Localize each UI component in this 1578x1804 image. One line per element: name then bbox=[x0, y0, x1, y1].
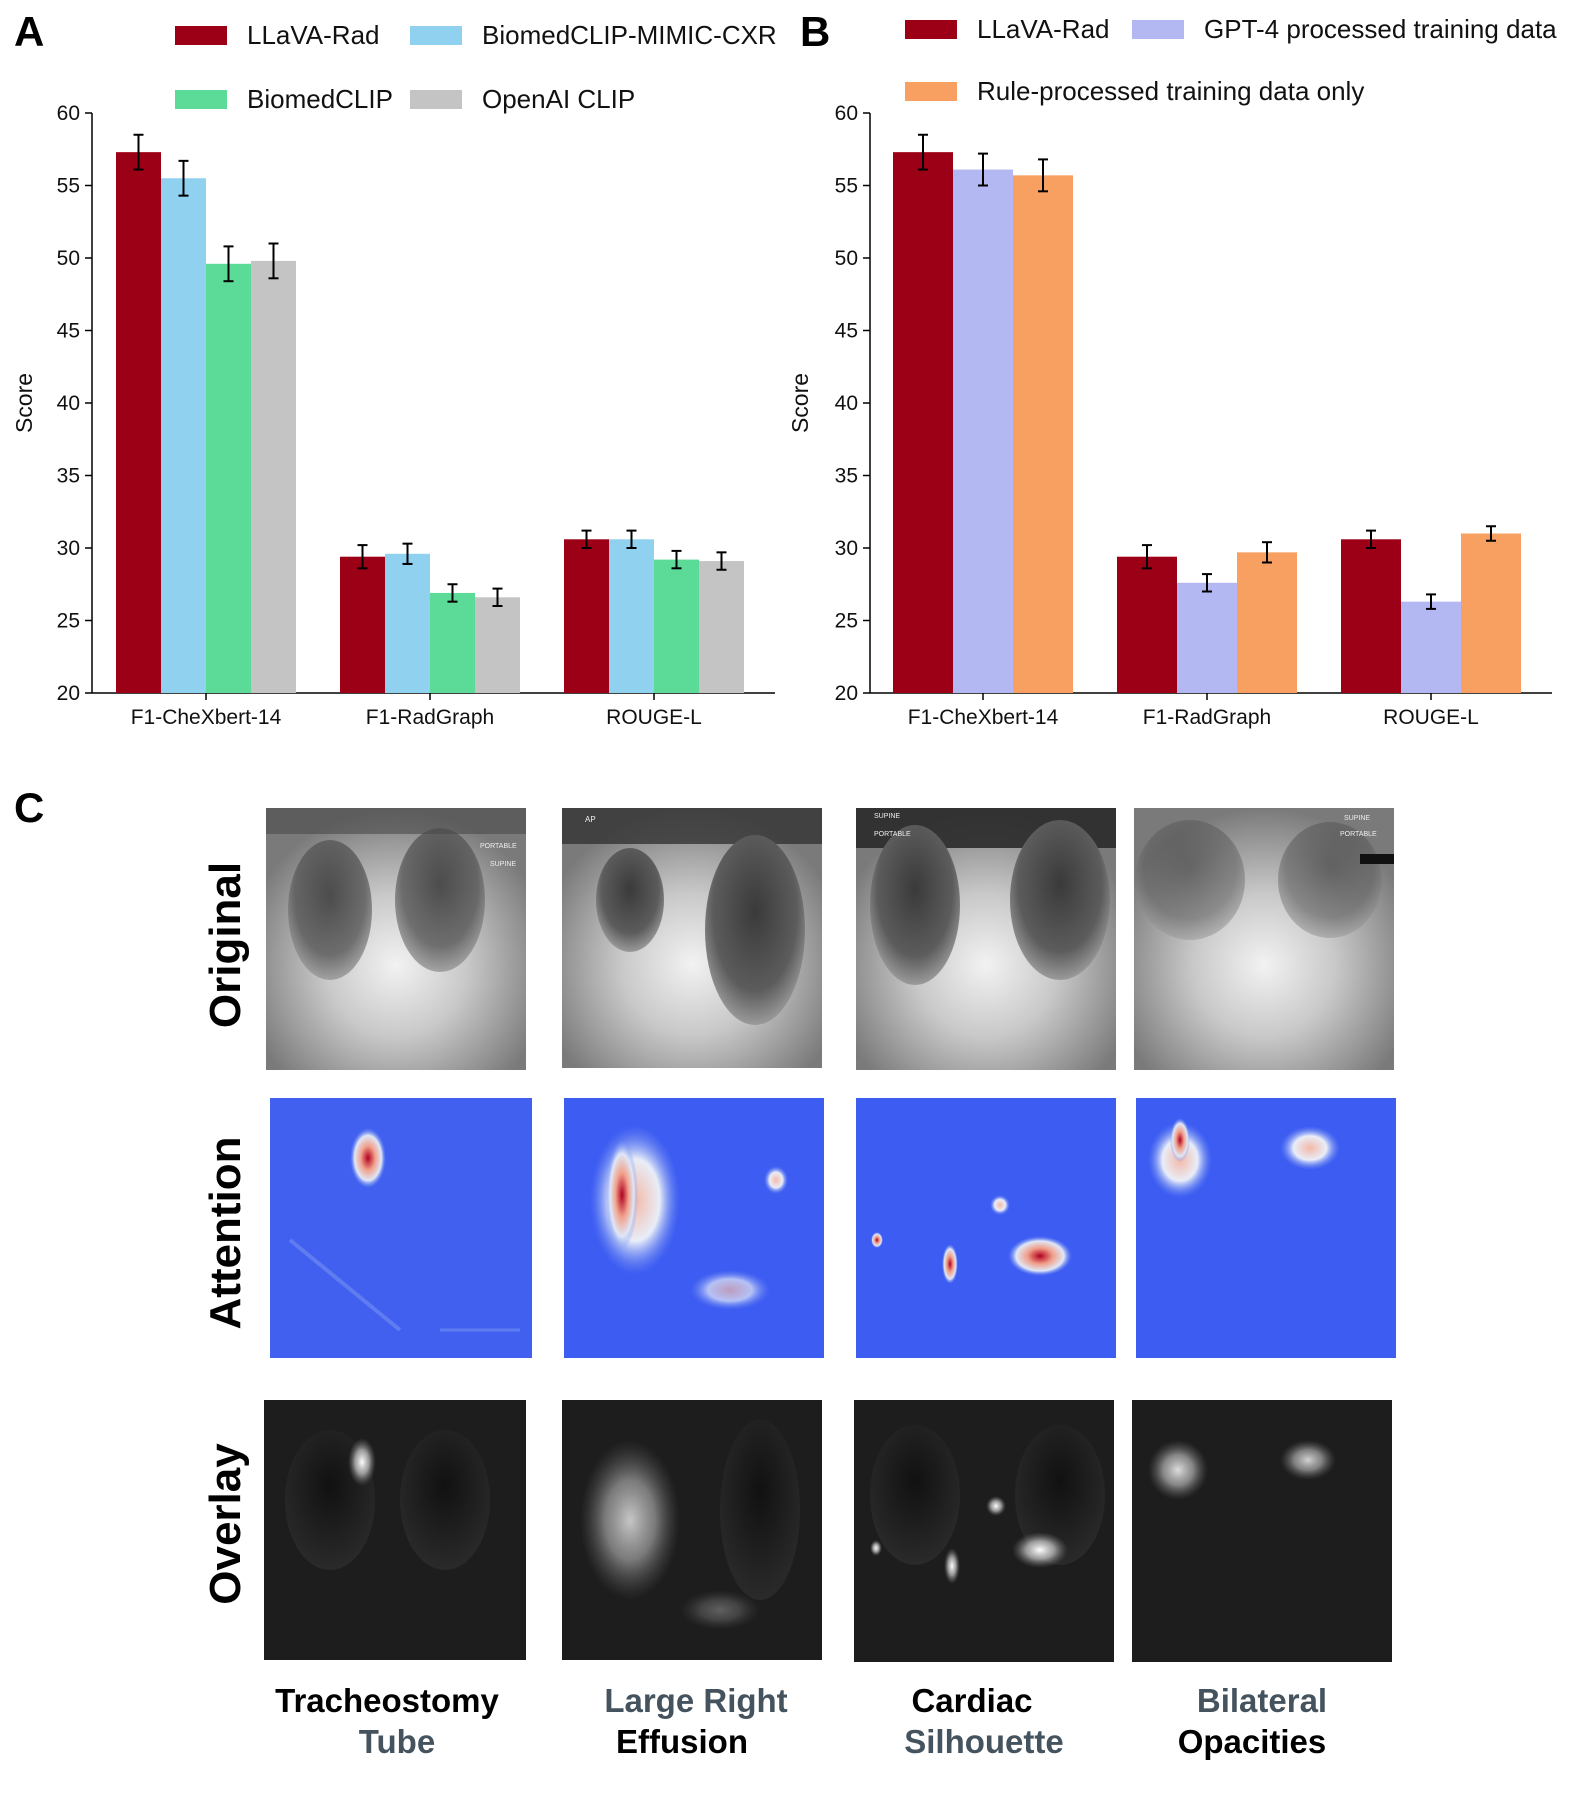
original-image-1: PORTABLE SUPINE bbox=[266, 808, 526, 1070]
y-tick-label: 40 bbox=[57, 392, 80, 415]
original-image-3-label-b: PORTABLE bbox=[874, 831, 911, 838]
original-image-3-label-a: SUPINE bbox=[874, 813, 900, 820]
panel-b-letter: B bbox=[800, 8, 830, 55]
y-tick-label: 50 bbox=[57, 247, 80, 270]
overlay-image-1 bbox=[264, 1400, 526, 1660]
y-tick-label: 20 bbox=[835, 682, 858, 705]
legend-label: BiomedCLIP bbox=[247, 84, 393, 114]
bar bbox=[1177, 582, 1237, 693]
bar bbox=[251, 260, 296, 693]
attention-image-1 bbox=[270, 1098, 532, 1358]
original-image-4-label-b: PORTABLE bbox=[1340, 831, 1377, 838]
y-tick-label: 60 bbox=[57, 102, 80, 125]
panel-c: Original Attention Overlay PORTABLE SUPI… bbox=[201, 808, 1396, 1760]
caption-2-line2: Effusion bbox=[616, 1723, 748, 1760]
bar bbox=[340, 556, 385, 693]
panel-a-letter: A bbox=[14, 8, 44, 55]
y-tick-label: 20 bbox=[57, 682, 80, 705]
legend-label: LLaVA-Rad bbox=[977, 14, 1110, 44]
legend-label: LLaVA-Rad bbox=[247, 20, 380, 50]
bar bbox=[161, 178, 206, 693]
original-image-4: SUPINE PORTABLE bbox=[1134, 808, 1394, 1070]
original-image-1-label-a: PORTABLE bbox=[480, 843, 517, 850]
legend-swatch bbox=[905, 82, 957, 101]
bar bbox=[475, 597, 520, 693]
bar bbox=[654, 559, 699, 693]
y-tick-label: 35 bbox=[835, 465, 858, 488]
overlay-image-4 bbox=[1132, 1400, 1392, 1662]
x-tick-label: ROUGE-L bbox=[606, 706, 702, 729]
x-tick-label: F1-RadGraph bbox=[1143, 706, 1271, 729]
y-tick-label: 45 bbox=[57, 320, 80, 343]
bar bbox=[430, 592, 475, 693]
y-tick-label: 30 bbox=[57, 537, 80, 560]
y-tick-label: 35 bbox=[57, 465, 80, 488]
bar bbox=[699, 561, 744, 693]
caption-3-line1: Cardiac bbox=[911, 1682, 1032, 1719]
bar bbox=[1401, 601, 1461, 693]
attention-image-4 bbox=[1136, 1098, 1396, 1358]
bar bbox=[1461, 533, 1521, 693]
caption-1-line1: Tracheostomy bbox=[275, 1682, 499, 1719]
original-image-1-label-b: SUPINE bbox=[490, 861, 516, 868]
legend-label: OpenAI CLIP bbox=[482, 84, 635, 114]
x-tick-label: ROUGE-L bbox=[1383, 706, 1479, 729]
bar bbox=[1117, 556, 1177, 693]
overlay-image-2 bbox=[562, 1400, 822, 1660]
legend-label: BiomedCLIP-MIMIC-CXR bbox=[482, 20, 777, 50]
caption-1-line2: Tube bbox=[359, 1723, 435, 1760]
bar bbox=[1341, 539, 1401, 693]
bar bbox=[564, 539, 609, 693]
y-tick-label: 60 bbox=[835, 102, 858, 125]
y-axis-label: Score bbox=[11, 373, 37, 433]
chart-b: 20 25 30 35 40 45 50 55 60 Score F1-CheXbert-14 F1-… bbox=[787, 14, 1557, 729]
panel-c-letter: C bbox=[14, 784, 44, 831]
legend-swatch bbox=[175, 90, 227, 109]
legend-swatch bbox=[1132, 20, 1184, 39]
overlay-image-3 bbox=[854, 1400, 1114, 1662]
row-label-overlay: Overlay bbox=[201, 1443, 250, 1605]
legend-swatch bbox=[905, 20, 957, 39]
y-tick-label: 40 bbox=[835, 392, 858, 415]
y-tick-label: 30 bbox=[835, 537, 858, 560]
y-tick-label: 55 bbox=[835, 175, 858, 198]
original-image-3: SUPINE PORTABLE bbox=[856, 808, 1116, 1070]
bar bbox=[116, 152, 161, 693]
attention-image-3 bbox=[856, 1098, 1116, 1358]
original-image-4-label-a: SUPINE bbox=[1344, 815, 1370, 822]
chart-a: 20 25 30 35 40 45 50 55 60 Score F1-CheXbert-14 F1-… bbox=[11, 20, 777, 729]
caption-3-line2: Silhouette bbox=[904, 1723, 1064, 1760]
legend-label: GPT-4 processed training data bbox=[1204, 14, 1557, 44]
y-tick-label: 25 bbox=[57, 610, 80, 633]
caption-4-line2: Opacities bbox=[1178, 1723, 1327, 1760]
bar bbox=[1237, 552, 1297, 693]
bar bbox=[953, 169, 1013, 694]
y-axis-label: Score bbox=[787, 373, 813, 433]
row-label-original: Original bbox=[201, 862, 250, 1028]
legend-swatch bbox=[410, 26, 462, 45]
row-label-attention: Attention bbox=[201, 1136, 250, 1329]
bar bbox=[385, 553, 430, 693]
caption-2-line1: Large Right bbox=[604, 1682, 787, 1719]
attention-image-2 bbox=[564, 1098, 824, 1358]
x-tick-label: F1-RadGraph bbox=[366, 706, 494, 729]
y-tick-label: 25 bbox=[835, 610, 858, 633]
bar bbox=[1013, 175, 1073, 694]
x-tick-label: F1-CheXbert-14 bbox=[131, 706, 282, 729]
original-image-2-label-a: AP bbox=[585, 815, 596, 824]
caption-4-line1: Bilateral bbox=[1197, 1682, 1327, 1719]
y-tick-label: 55 bbox=[57, 175, 80, 198]
x-tick-label: F1-CheXbert-14 bbox=[908, 706, 1059, 729]
y-tick-label: 50 bbox=[835, 247, 858, 270]
legend-swatch bbox=[175, 26, 227, 45]
legend-swatch bbox=[410, 90, 462, 109]
legend-label: Rule-processed training data only bbox=[977, 76, 1364, 106]
y-tick-label: 45 bbox=[835, 320, 858, 343]
bar bbox=[609, 539, 654, 693]
bar bbox=[206, 263, 251, 693]
original-image-2: AP bbox=[562, 808, 822, 1068]
bar bbox=[893, 152, 953, 693]
